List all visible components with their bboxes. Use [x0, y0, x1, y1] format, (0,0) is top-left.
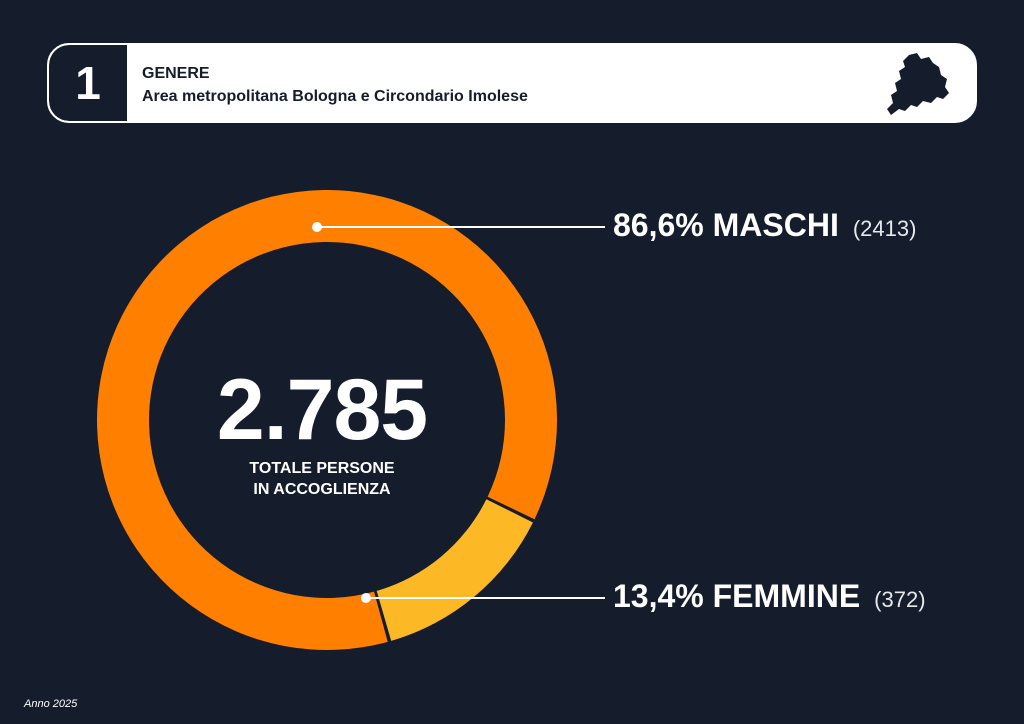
footer-year: Anno 2025: [24, 698, 78, 710]
leader-dot-femmine: [361, 593, 371, 603]
total-label: TOTALE PERSONE IN ACCOGLIENZA: [212, 458, 432, 500]
region-map-icon: [887, 53, 949, 115]
callout-maschi: 86,6% MASCHI (2413): [613, 207, 916, 244]
callout-maschi-label: 86,6% MASCHI: [613, 207, 839, 243]
leader-dot-maschi: [312, 222, 322, 232]
callout-femmine: 13,4% FEMMINE (372): [613, 578, 926, 615]
callout-femmine-label: 13,4% FEMMINE: [613, 578, 861, 614]
callout-femmine-count: (372): [874, 587, 926, 612]
callout-maschi-count: (2413): [852, 216, 917, 241]
header-card: 1 GENERE Area metropolitana Bologna e Ci…: [47, 43, 977, 123]
total-label-line1: TOTALE PERSONE: [249, 460, 395, 477]
donut-slice-femmine: [376, 499, 533, 641]
total-label-line2: IN ACCOGLIENZA: [253, 481, 391, 498]
section-number-box: 1: [49, 45, 127, 121]
section-number: 1: [75, 57, 101, 109]
section-subtitle: Area metropolitana Bologna e Circondario…: [142, 88, 528, 105]
total-value: 2.785: [216, 362, 428, 458]
section-title: GENERE: [142, 65, 210, 82]
